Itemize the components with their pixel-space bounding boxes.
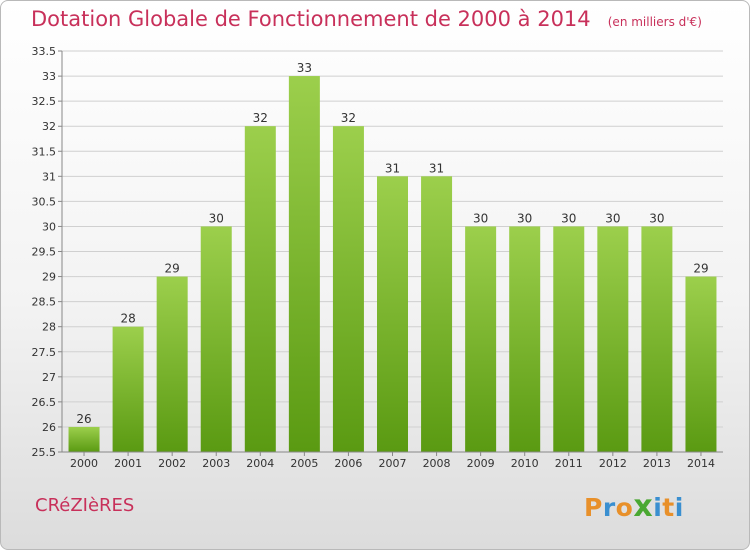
x-tick-label-2005: 2005 <box>290 457 318 470</box>
logo-letter: P <box>584 493 603 522</box>
y-tick-label: 30.5 <box>32 195 57 208</box>
value-label-2010: 30 <box>517 211 532 225</box>
x-tick-label-2011: 2011 <box>555 457 583 470</box>
x-tick-label-2002: 2002 <box>158 457 186 470</box>
y-tick-label: 25.5 <box>32 446 57 459</box>
value-label-2000: 26 <box>76 412 91 426</box>
y-tick-label: 31 <box>42 170 56 183</box>
value-label-2008: 31 <box>429 161 444 175</box>
y-tick-label: 29.5 <box>32 246 57 259</box>
bar-2009 <box>465 226 497 452</box>
logo-letter: x <box>633 489 654 524</box>
bars <box>68 76 717 452</box>
value-label-2009: 30 <box>473 211 488 225</box>
x-tick-label-2013: 2013 <box>643 457 671 470</box>
x-tick-label-2000: 2000 <box>70 457 98 470</box>
y-tick-label: 26.5 <box>32 396 57 409</box>
y-tick-label: 27 <box>42 371 56 384</box>
y-tick-label: 30 <box>42 220 56 233</box>
bar-2004 <box>244 126 276 452</box>
value-label-2002: 29 <box>165 262 180 276</box>
x-tick-label-2004: 2004 <box>246 457 274 470</box>
bar-2012 <box>597 226 629 452</box>
chart-title: Dotation Globale de Fonctionnement de 20… <box>31 7 591 31</box>
x-tick-label-2010: 2010 <box>511 457 539 470</box>
logo-letter: i <box>674 493 684 522</box>
y-tick-label: 27.5 <box>32 346 57 359</box>
y-tick-label: 28.5 <box>32 296 57 309</box>
x-tick-label-2001: 2001 <box>114 457 142 470</box>
value-label-2006: 32 <box>341 111 356 125</box>
value-label-2003: 30 <box>209 211 224 225</box>
y-tick-label: 26 <box>42 421 56 434</box>
x-tick-label-2003: 2003 <box>202 457 230 470</box>
logo-letter: r <box>602 493 616 522</box>
value-label-2014: 29 <box>693 262 708 276</box>
title-row: Dotation Globale de Fonctionnement de 20… <box>31 7 702 31</box>
y-tick-label: 33 <box>42 70 56 83</box>
y-tick-label: 29 <box>42 271 56 284</box>
bar-2003 <box>200 226 232 452</box>
value-label-2005: 33 <box>297 61 312 75</box>
bar-2006 <box>332 126 364 452</box>
y-tick-label: 32.5 <box>32 95 57 108</box>
proxiti-logo[interactable]: Proxiti <box>584 489 684 524</box>
bar-2013 <box>641 226 673 452</box>
axes: 25.5 26 26.5 27 27.5 28 28.5 29 29.5 30 30.5 31 31.5… <box>32 45 723 470</box>
logo-letter: i <box>653 493 663 522</box>
x-tick-label-2008: 2008 <box>423 457 451 470</box>
labels: 26 28 29 30 32 33 32 31 31 30 30 30 30 30 29 <box>76 61 708 426</box>
value-label-2011: 30 <box>561 211 576 225</box>
y-tick-label: 28 <box>42 321 56 334</box>
value-label-2001: 28 <box>120 312 135 326</box>
bar-2005 <box>288 76 320 452</box>
bar-2001 <box>112 326 144 452</box>
logo-letter: o <box>615 493 634 522</box>
value-label-2007: 31 <box>385 161 400 175</box>
y-tick-label: 31.5 <box>32 145 57 158</box>
bar-2014 <box>685 276 717 452</box>
y-tick-label: 32 <box>42 120 56 133</box>
value-label-2012: 30 <box>605 211 620 225</box>
chart-unit-note: (en milliers d'€) <box>607 15 702 29</box>
bar-2011 <box>553 226 585 452</box>
y-tick-label: 33.5 <box>32 45 57 58</box>
x-tick-label-2007: 2007 <box>379 457 407 470</box>
bar-2007 <box>377 176 408 452</box>
x-tick-label-2012: 2012 <box>599 457 627 470</box>
bar-2008 <box>421 176 453 452</box>
x-tick-label-2014: 2014 <box>687 457 715 470</box>
bar-2000 <box>68 426 100 452</box>
commune-name: CRéZIèRES <box>35 495 135 516</box>
value-label-2004: 32 <box>253 111 268 125</box>
bar-2002 <box>156 276 188 452</box>
x-tick-label-2006: 2006 <box>334 457 362 470</box>
value-label-2013: 30 <box>649 211 664 225</box>
x-tick-label-2009: 2009 <box>467 457 495 470</box>
bar-2010 <box>509 226 541 452</box>
logo-letter: t <box>662 493 675 522</box>
